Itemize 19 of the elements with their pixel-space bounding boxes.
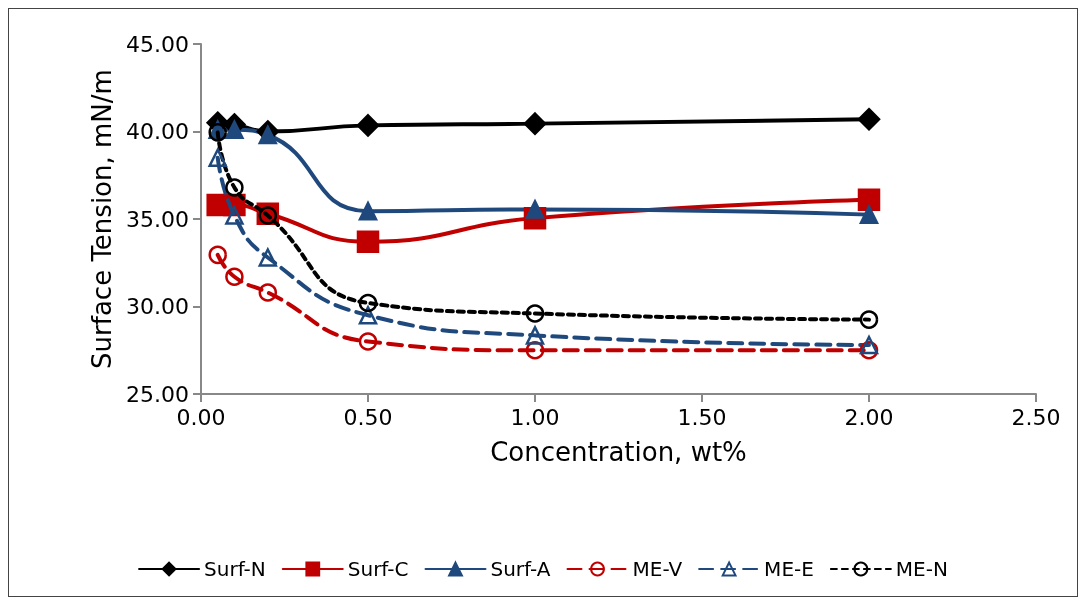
y-tick-label: 40.00 bbox=[126, 119, 189, 144]
x-tick-label: 2.50 bbox=[1011, 404, 1061, 430]
y-tick-label: 45.00 bbox=[126, 31, 189, 57]
x-tick-label: 1.00 bbox=[510, 404, 560, 430]
x-tick-label: 0.00 bbox=[176, 404, 226, 430]
legend-label: ME-V bbox=[632, 557, 683, 581]
y-tick-label: 25.00 bbox=[126, 381, 189, 407]
legend-label: ME-N bbox=[895, 557, 948, 581]
x-axis-title: Concentration, wt% bbox=[490, 437, 747, 467]
legend-label: Surf-A bbox=[490, 557, 551, 581]
y-tick-label: 35.00 bbox=[126, 206, 189, 232]
legend-label: ME-E bbox=[764, 557, 814, 581]
x-tick-label: 0.50 bbox=[343, 404, 393, 430]
legend-label: Surf-C bbox=[347, 557, 409, 581]
x-tick-label: 1.50 bbox=[677, 404, 727, 430]
x-tick-label: 2.00 bbox=[844, 404, 894, 430]
legend-label: Surf-N bbox=[204, 557, 266, 581]
y-tick-label: 30.00 bbox=[126, 294, 189, 319]
y-axis-title: Surface Tension, mN/m bbox=[87, 69, 118, 369]
